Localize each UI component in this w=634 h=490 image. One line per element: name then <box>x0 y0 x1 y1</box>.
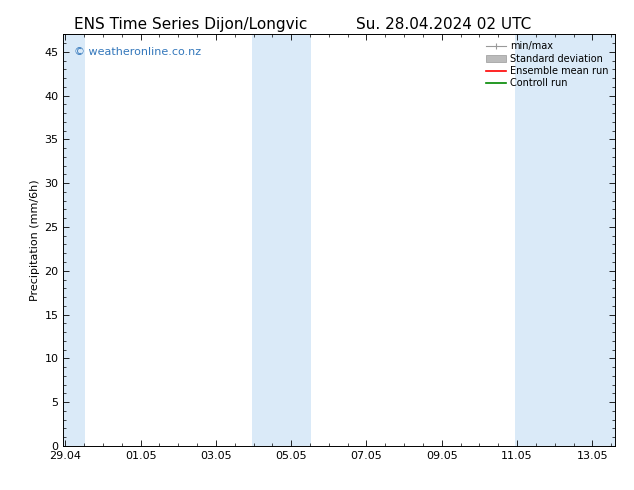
Y-axis label: Precipitation (mm/6h): Precipitation (mm/6h) <box>30 179 40 301</box>
Text: © weatheronline.co.nz: © weatheronline.co.nz <box>74 47 202 57</box>
Bar <box>515 34 615 446</box>
Legend: min/max, Standard deviation, Ensemble mean run, Controll run: min/max, Standard deviation, Ensemble me… <box>484 39 610 90</box>
Bar <box>252 34 311 446</box>
Bar <box>63 34 85 446</box>
Text: Su. 28.04.2024 02 UTC: Su. 28.04.2024 02 UTC <box>356 17 531 32</box>
Text: ENS Time Series Dijon/Longvic: ENS Time Series Dijon/Longvic <box>74 17 307 32</box>
